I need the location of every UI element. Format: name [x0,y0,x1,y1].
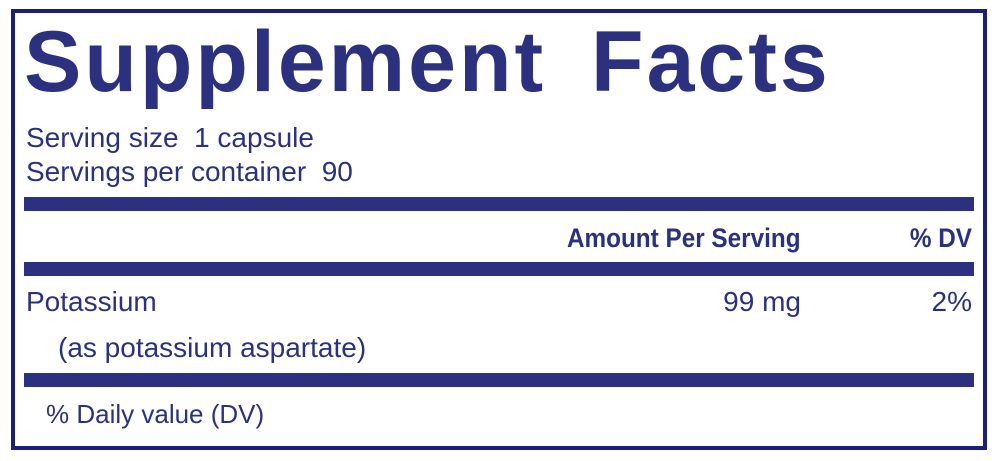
divider-bar [24,262,974,276]
serving-size: Serving size 1 capsule [26,122,314,153]
nutrient-amount: 99 mg [723,286,801,317]
header-dv: % DV [909,223,972,253]
divider-bar [24,373,974,387]
footnote: % Daily value (DV) [46,399,265,429]
servings-per-container: Servings per container 90 [26,156,353,187]
header-amount: Amount Per Serving [567,223,801,253]
label-title: Supplement Facts [24,14,831,110]
label-frame [11,9,987,450]
nutrient-source: (as potassium aspartate) [58,332,367,363]
divider-bar [24,197,974,211]
nutrient-dv: 2% [931,286,972,317]
nutrient-name: Potassium [26,286,157,317]
